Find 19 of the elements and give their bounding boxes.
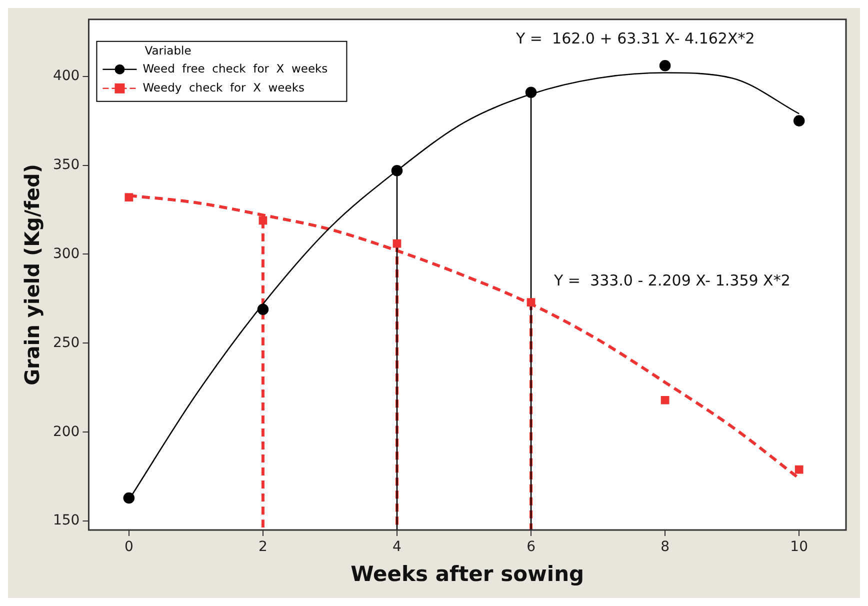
x-tick-label: 8 bbox=[660, 539, 670, 556]
y-tick-label: 400 bbox=[52, 68, 80, 84]
y-tick-label: 150 bbox=[52, 512, 80, 529]
y-tick-label: 350 bbox=[52, 156, 80, 173]
legend-label: Weed free check for X weeks bbox=[142, 61, 328, 76]
x-tick-label: 10 bbox=[790, 539, 808, 556]
y-tick-label: 300 bbox=[52, 246, 80, 262]
x-axis-title: Weeks after sowing bbox=[350, 562, 584, 586]
legend-title: Variable bbox=[144, 43, 192, 58]
x-tick-label: 2 bbox=[258, 539, 268, 556]
y-tick-label: 250 bbox=[52, 334, 80, 351]
x-tick-label: 4 bbox=[392, 539, 402, 556]
annotation: Y = 333.0 - 2.209 X- 1.359 X*2 bbox=[553, 271, 790, 290]
x-tick-label: 6 bbox=[526, 539, 536, 556]
y-tick-label: 200 bbox=[52, 424, 80, 440]
y-axis-title: Grain yield (Kg/fed) bbox=[20, 164, 44, 386]
x-tick-label: 0 bbox=[124, 539, 134, 556]
legend-label: Weedy check for X weeks bbox=[142, 80, 304, 94]
annotation: Y = 162.0 + 63.31 X- 4.162X*2 bbox=[515, 29, 755, 48]
